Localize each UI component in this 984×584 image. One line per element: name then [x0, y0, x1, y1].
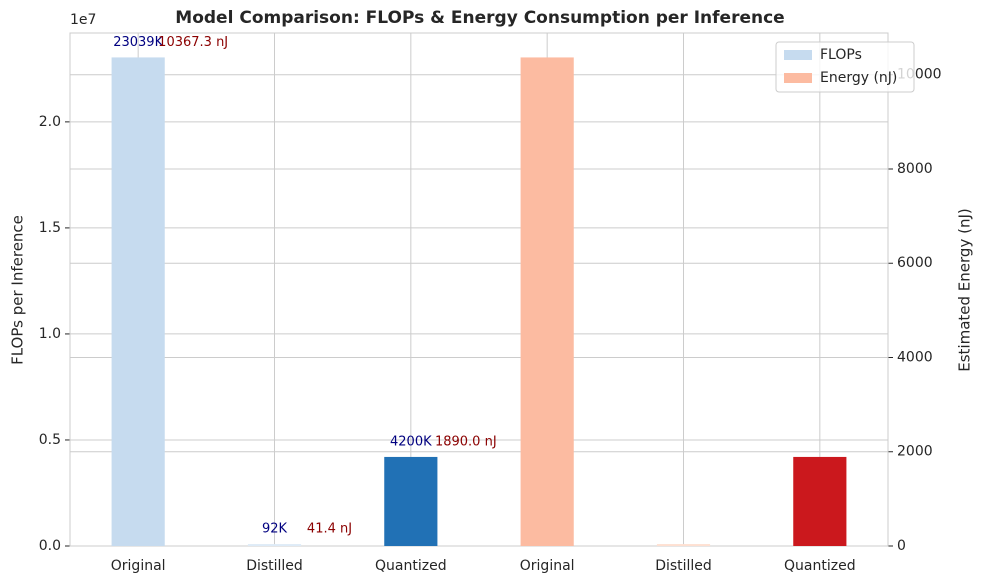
y2-tick-label: 0 [897, 538, 906, 554]
y-tick-label: 0.0 [39, 538, 61, 554]
y2-tick-label: 2000 [897, 444, 933, 460]
data-label: 92K [262, 522, 288, 537]
x-tick-label: Distilled [246, 558, 303, 574]
data-label: 41.4 nJ [307, 522, 352, 537]
legend-label: FLOPs [820, 47, 862, 63]
legend-label: Energy (nJ) [820, 70, 897, 86]
x-tick-label: Distilled [655, 558, 712, 574]
bar [656, 544, 711, 546]
y2-tick-label: 4000 [897, 349, 933, 365]
y2-tick-label: 6000 [897, 255, 933, 271]
bar [520, 57, 574, 546]
y2-axis-label: Estimated Energy (nJ) [956, 208, 974, 371]
bar [247, 544, 302, 546]
y-tick-label: 2.0 [39, 114, 61, 130]
data-label: 23039K [113, 35, 163, 50]
bar [111, 57, 165, 547]
legend-swatch [784, 73, 812, 83]
x-tick-label: Original [520, 558, 575, 574]
x-tick-label: Quantized [784, 558, 856, 574]
x-tick-label: Quantized [375, 558, 447, 574]
y-tick-label: 1.5 [39, 220, 61, 236]
data-label: 4200K [390, 434, 432, 449]
chart-title: Model Comparison: FLOPs & Energy Consump… [175, 8, 784, 28]
y-axis-label: FLOPs per Inference [9, 215, 27, 365]
legend-swatch [784, 50, 812, 60]
y-offset-label: 1e7 [70, 12, 96, 28]
plot-frame [69, 32, 889, 547]
bar [384, 456, 438, 546]
x-tick-label: Original [111, 558, 166, 574]
bar [793, 456, 847, 546]
y-tick-label: 0.5 [39, 432, 61, 448]
y-tick-label: 1.0 [39, 326, 61, 342]
data-label: 1890.0 nJ [435, 434, 497, 449]
data-label: 10367.3 nJ [158, 35, 228, 50]
y2-tick-label: 8000 [897, 161, 933, 177]
